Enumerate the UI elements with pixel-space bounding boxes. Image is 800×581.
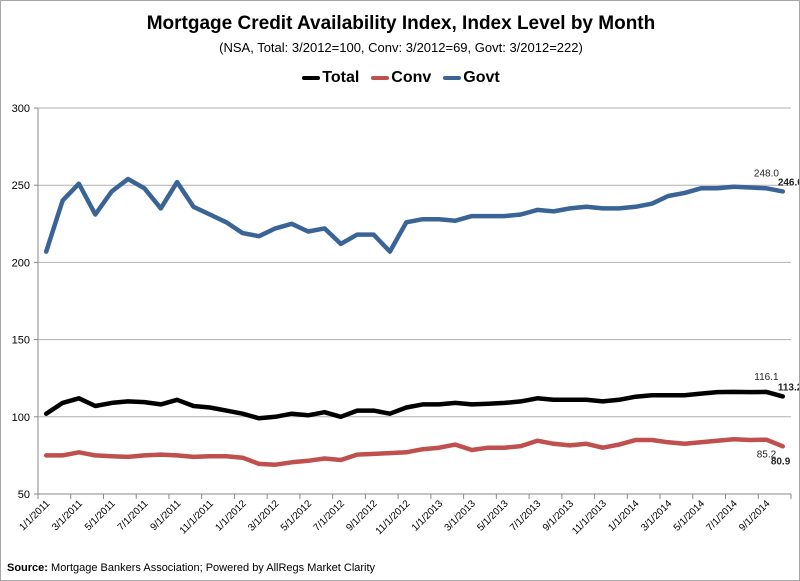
x-tick-label: 3/1/2013 xyxy=(443,498,479,534)
x-tick-label: 5/1/2012 xyxy=(279,498,315,534)
x-tick-label: 9/1/2014 xyxy=(737,498,773,534)
legend-swatch-conv xyxy=(371,76,390,80)
source-note: Source: Mortgage Bankers Association; Po… xyxy=(7,562,375,574)
x-tick-label: 7/1/2011 xyxy=(116,498,151,533)
x-tick-label: 5/1/2011 xyxy=(83,498,118,533)
chart-subtitle: (NSA, Total: 3/2012=100, Conv: 3/2012=69… xyxy=(219,40,583,55)
x-tick-label: 11/1/2012 xyxy=(374,498,413,537)
y-tick-label: 250 xyxy=(12,180,30,192)
x-tick-label: 1/1/2014 xyxy=(606,498,642,534)
legend-item-conv: Conv xyxy=(371,69,431,87)
legend-label: Govt xyxy=(463,69,500,86)
x-tick-label: 1/1/2013 xyxy=(410,498,446,534)
legend-label: Total xyxy=(322,69,360,86)
y-tick-label: 100 xyxy=(12,412,30,424)
data-label: 113.2 xyxy=(778,382,800,393)
data-label: 85.2 xyxy=(757,450,777,461)
x-tick-label: 3/1/2014 xyxy=(639,498,675,534)
series-line-govt xyxy=(43,176,786,254)
data-label: 116.1 xyxy=(754,372,779,383)
chart-title: Mortgage Credit Availability Index, Inde… xyxy=(146,13,656,34)
legend-swatch-total xyxy=(302,76,321,80)
legend-item-total: Total xyxy=(302,69,359,87)
data-label: 246.0 xyxy=(778,177,800,188)
x-tick-label: 7/1/2014 xyxy=(705,498,741,534)
series-line-conv xyxy=(43,436,786,467)
y-tick-label: 50 xyxy=(18,489,30,501)
source-text: Mortgage Bankers Association; Powered by… xyxy=(47,562,376,574)
x-tick-label: 11/1/2011 xyxy=(178,498,216,536)
source-label: Source: xyxy=(7,562,48,574)
legend: Total Conv Govt xyxy=(1,69,799,87)
x-tick-label: 11/1/2013 xyxy=(570,498,609,537)
data-label: 248.0 xyxy=(754,168,779,179)
x-tick-label: 3/1/2012 xyxy=(246,498,282,534)
x-tick-label: 1/1/2012 xyxy=(213,498,249,534)
legend-label: Conv xyxy=(391,69,432,86)
legend-swatch-govt xyxy=(443,76,462,80)
x-tick-label: 5/1/2013 xyxy=(475,498,511,534)
x-tick-label: 5/1/2014 xyxy=(672,498,708,534)
y-tick-label: 200 xyxy=(12,257,30,269)
x-tick-label: 3/1/2011 xyxy=(50,498,85,533)
y-tick-label: 150 xyxy=(12,335,30,347)
legend-item-govt: Govt xyxy=(443,69,500,87)
x-tick-label: 7/1/2013 xyxy=(508,498,544,534)
y-tick-label: 300 xyxy=(12,103,30,115)
series-line-total xyxy=(43,389,786,421)
x-tick-label: 1/1/2011 xyxy=(18,498,53,533)
x-tick-label: 7/1/2012 xyxy=(312,498,348,534)
data-label: 80.9 xyxy=(771,456,791,467)
